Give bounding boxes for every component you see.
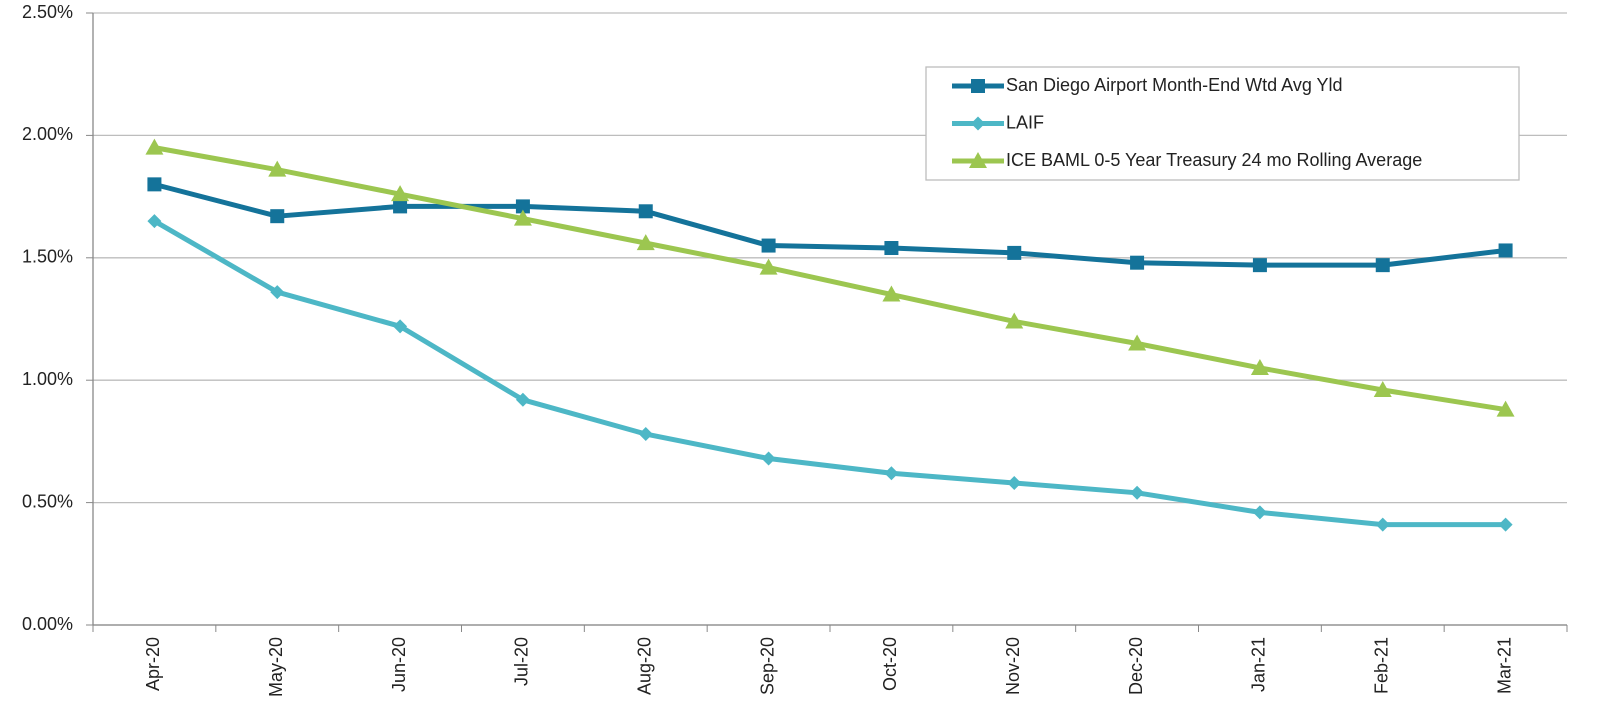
x-tick-label: Jun-20 xyxy=(389,637,409,692)
marker xyxy=(636,234,655,251)
marker xyxy=(515,392,530,407)
series-line xyxy=(153,145,1506,413)
marker xyxy=(145,138,164,155)
x-tick-label: Jan-21 xyxy=(1249,637,1269,692)
marker xyxy=(638,427,653,442)
x-tick-label: May-20 xyxy=(266,637,286,697)
y-tick-label: 1.50% xyxy=(22,247,73,267)
marker xyxy=(393,199,408,214)
marker xyxy=(1496,400,1515,417)
x-tick-label: Nov-20 xyxy=(1003,637,1023,695)
marker xyxy=(971,79,985,93)
y-tick-label: 2.00% xyxy=(22,124,73,144)
legend-label: LAIF xyxy=(1006,112,1044,132)
y-tick-label: 0.50% xyxy=(22,491,73,511)
legend xyxy=(925,66,1520,181)
marker xyxy=(391,185,410,202)
marker xyxy=(1498,243,1513,258)
x-tick-label: Aug-20 xyxy=(635,637,655,695)
marker xyxy=(270,209,285,224)
marker xyxy=(513,209,532,226)
x-tick-label: Apr-20 xyxy=(143,637,163,691)
marker xyxy=(1252,258,1267,273)
marker xyxy=(969,152,987,168)
marker xyxy=(759,258,778,275)
x-tick-label: Sep-20 xyxy=(757,637,777,695)
marker xyxy=(1375,258,1390,273)
marker xyxy=(884,466,899,481)
series-line xyxy=(153,218,1506,528)
marker xyxy=(147,177,162,192)
marker xyxy=(270,285,285,300)
marker xyxy=(393,319,408,334)
marker xyxy=(638,204,653,219)
marker xyxy=(1128,334,1147,351)
marker xyxy=(884,241,899,256)
marker xyxy=(515,199,530,214)
legend-label: ICE BAML 0-5 Year Treasury 24 mo Rolling… xyxy=(1006,150,1422,170)
marker xyxy=(147,214,162,229)
marker xyxy=(1252,505,1267,520)
x-tick-label: Oct-20 xyxy=(880,637,900,691)
marker xyxy=(761,451,776,466)
x-tick-label: Mar-21 xyxy=(1494,637,1514,694)
marker xyxy=(1373,380,1392,397)
marker xyxy=(882,285,901,302)
marker xyxy=(1375,517,1390,532)
marker xyxy=(1130,485,1145,500)
y-tick-label: 2.50% xyxy=(22,2,73,22)
marker xyxy=(268,160,287,177)
marker xyxy=(1007,476,1022,491)
marker xyxy=(1250,358,1269,375)
x-tick-label: Dec-20 xyxy=(1126,637,1146,695)
series-line xyxy=(153,181,1506,268)
marker xyxy=(1498,517,1513,532)
legend-label: San Diego Airport Month-End Wtd Avg Yld xyxy=(1006,75,1343,95)
marker xyxy=(1005,312,1024,329)
y-tick-label: 1.00% xyxy=(22,369,73,389)
y-tick-label: 0.00% xyxy=(22,614,73,634)
x-tick-label: Jul-20 xyxy=(512,637,532,686)
x-tick-label: Feb-21 xyxy=(1372,637,1392,694)
marker xyxy=(971,116,985,131)
marker xyxy=(761,238,776,253)
marker xyxy=(1007,245,1022,260)
marker xyxy=(1130,255,1145,270)
